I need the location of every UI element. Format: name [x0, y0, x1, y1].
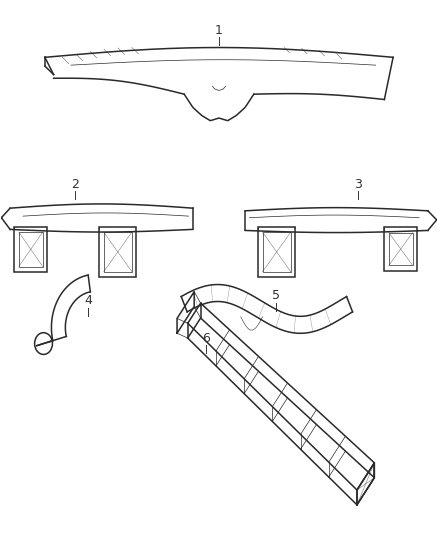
Text: 6: 6 [202, 332, 210, 344]
FancyBboxPatch shape [104, 232, 132, 272]
Text: 4: 4 [85, 294, 92, 308]
FancyBboxPatch shape [389, 232, 413, 265]
Text: 1: 1 [215, 24, 223, 37]
FancyBboxPatch shape [19, 232, 43, 266]
FancyBboxPatch shape [99, 227, 136, 277]
Text: 3: 3 [354, 178, 362, 191]
Text: 2: 2 [71, 178, 79, 191]
FancyBboxPatch shape [385, 227, 417, 271]
Text: 5: 5 [272, 289, 279, 302]
FancyBboxPatch shape [14, 227, 47, 272]
FancyBboxPatch shape [258, 227, 295, 277]
FancyBboxPatch shape [262, 232, 291, 272]
